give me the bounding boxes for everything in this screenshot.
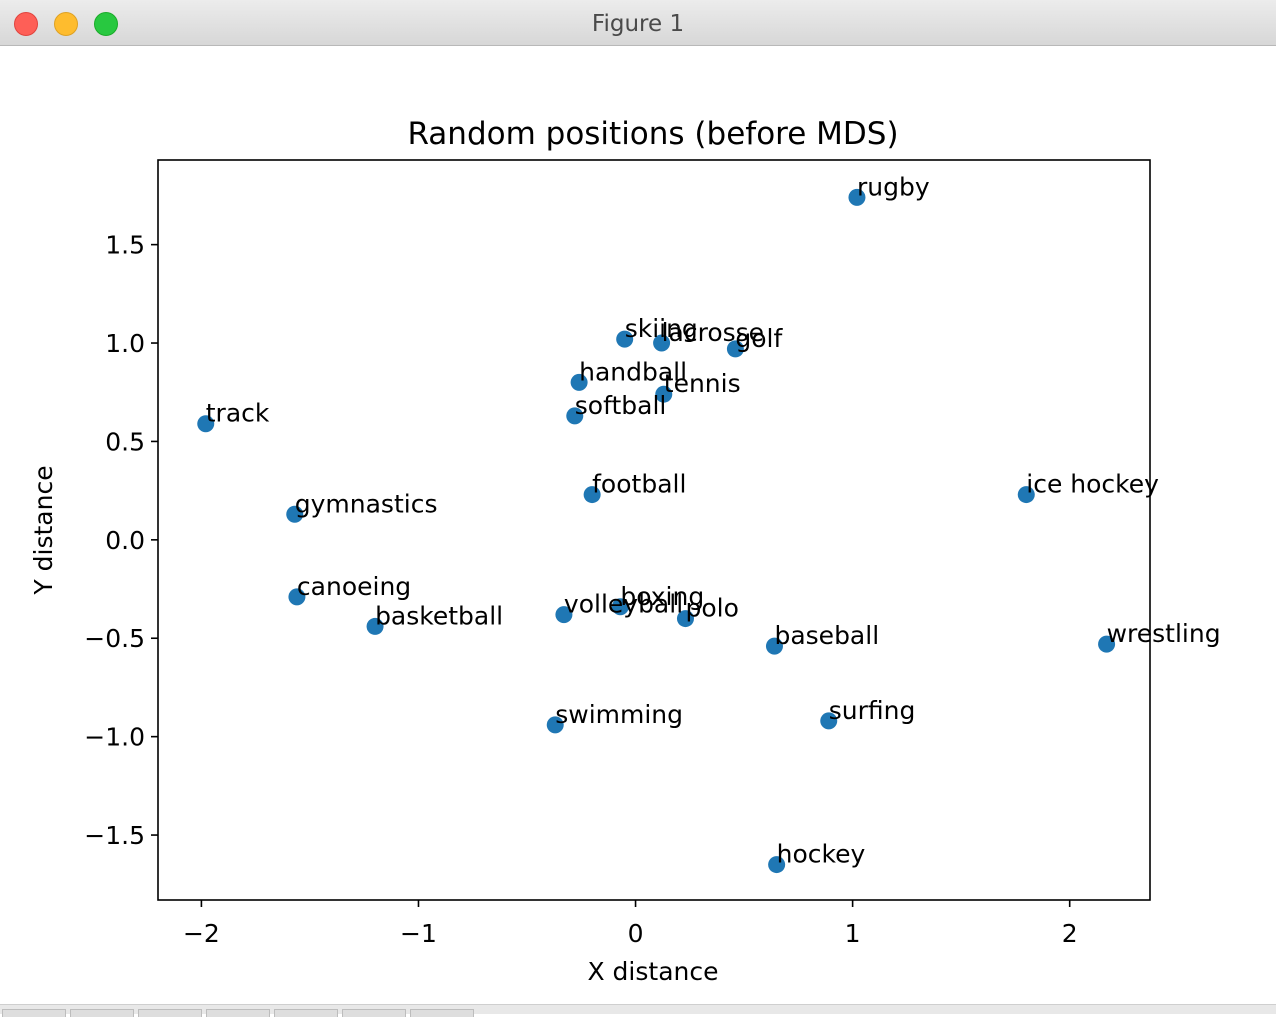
close-window-button[interactable] <box>14 12 38 36</box>
y-tick-label: −1.5 <box>84 821 145 850</box>
data-point <box>288 588 306 606</box>
data-point <box>583 486 601 504</box>
y-tick-label: 1.0 <box>105 329 145 358</box>
point-label: rugby <box>857 172 930 201</box>
point-label: lacrosse <box>662 318 764 347</box>
zoom-window-button[interactable] <box>94 12 118 36</box>
figure-canvas: Random positions (before MDS) rugby skiin… <box>0 46 1276 1004</box>
point-label: golf <box>735 324 783 353</box>
data-point <box>655 385 673 403</box>
toolbar-forward-button[interactable] <box>138 1009 202 1017</box>
y-axis-ticks: −1.5 −1.0 −0.5 0.0 0.5 1.0 1.5 <box>84 231 158 850</box>
point-label: wrestling <box>1107 619 1221 648</box>
point-label: basketball <box>375 601 503 630</box>
point-label: football <box>592 470 686 499</box>
point-label: boxing <box>620 582 704 611</box>
point-label: tennis <box>664 369 741 398</box>
data-point <box>611 598 629 616</box>
data-point <box>848 188 866 206</box>
point-label: surfing <box>829 696 916 725</box>
point-label: polo <box>685 594 738 623</box>
toolbar-zoom-button[interactable] <box>274 1009 338 1017</box>
point-label: gymnastics <box>295 489 438 518</box>
data-point <box>366 617 384 635</box>
point-label: track <box>206 399 270 428</box>
point-label: handball <box>579 357 687 386</box>
data-point <box>555 606 573 624</box>
data-point <box>1017 486 1035 504</box>
x-tick-label: −1 <box>400 919 437 948</box>
point-label: baseball <box>774 621 879 650</box>
toolbar-pan-button[interactable] <box>206 1009 270 1017</box>
point-label: ice hockey <box>1026 470 1159 499</box>
data-point <box>286 505 304 523</box>
data-point <box>676 610 694 628</box>
window-title: Figure 1 <box>591 11 685 37</box>
toolbar-save-button[interactable] <box>410 1009 474 1017</box>
toolbar-home-button[interactable] <box>2 1009 66 1017</box>
toolbar-configure-button[interactable] <box>342 1009 406 1017</box>
data-point <box>197 415 215 433</box>
minimize-window-button[interactable] <box>54 12 78 36</box>
toolbar-back-button[interactable] <box>70 1009 134 1017</box>
data-point <box>653 334 671 352</box>
point-label: canoeing <box>297 572 411 601</box>
points-layer <box>197 188 1116 874</box>
y-tick-label: 1.5 <box>105 231 145 260</box>
chart-title: Random positions (before MDS) <box>407 116 898 152</box>
y-tick-label: 0.0 <box>105 526 145 555</box>
x-tick-label: −2 <box>183 919 220 948</box>
data-point <box>616 330 634 348</box>
data-point <box>566 407 584 425</box>
x-axis-label: X distance <box>587 957 718 986</box>
x-tick-label: 1 <box>845 919 861 948</box>
window-titlebar: Figure 1 <box>0 0 1276 46</box>
data-point <box>820 712 838 730</box>
y-tick-label: −0.5 <box>84 624 145 653</box>
data-point <box>726 340 744 358</box>
point-label: hockey <box>777 840 866 869</box>
y-tick-label: −1.0 <box>84 723 145 752</box>
data-point <box>1098 635 1116 653</box>
x-tick-label: 2 <box>1062 919 1078 948</box>
y-axis-label: Y distance <box>29 465 58 595</box>
x-tick-label: 0 <box>628 919 644 948</box>
data-point <box>570 373 588 391</box>
scatter-chart: Random positions (before MDS) rugby skiin… <box>29 116 1221 986</box>
data-point <box>546 716 564 734</box>
data-point <box>768 856 786 874</box>
y-tick-label: 0.5 <box>105 427 145 456</box>
point-label: swimming <box>555 700 683 729</box>
point-label: volleyball <box>564 590 683 619</box>
data-point <box>765 637 783 655</box>
figure-toolbar <box>0 1004 1276 1017</box>
x-axis-ticks: −2 −1 0 1 2 <box>183 900 1078 948</box>
point-label: softball <box>575 391 667 420</box>
plot-area-frame <box>157 159 1151 901</box>
point-label: skiing <box>625 314 698 343</box>
